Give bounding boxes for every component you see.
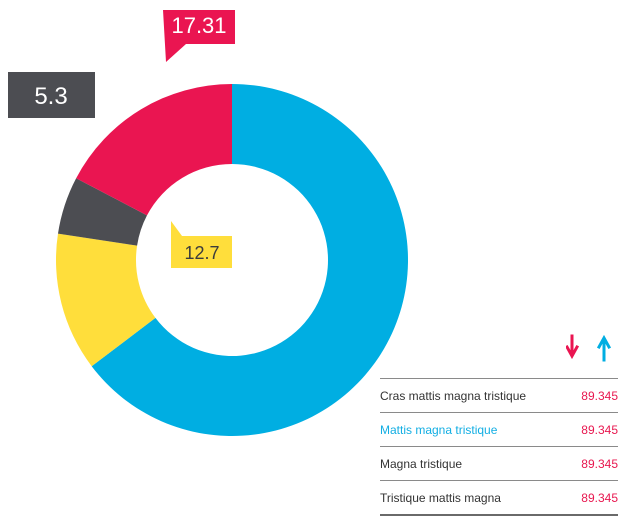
table-row: Cras mattis magna tristique 89.345 bbox=[380, 379, 618, 413]
row-label: Cras mattis magna tristique bbox=[380, 388, 527, 403]
donut-slice-0 bbox=[91, 84, 408, 437]
callout-12-7-box bbox=[171, 221, 232, 268]
row-value: 89.345 bbox=[581, 490, 618, 505]
arrow-down-icon bbox=[566, 334, 580, 360]
callout-12-7-label: 12.7 bbox=[184, 243, 219, 263]
callout-5-3-label: 5.3 bbox=[34, 83, 67, 110]
donut-slice-3 bbox=[76, 84, 232, 216]
row-value: 89.345 bbox=[581, 388, 618, 403]
row-label: Magna tristique bbox=[380, 456, 463, 471]
row-label: Tristique mattis magna bbox=[380, 490, 501, 505]
callout-12-7: 12.7 bbox=[171, 221, 232, 268]
row-value: 89.345 bbox=[581, 422, 618, 437]
callout-17-31-label: 17.31 bbox=[171, 13, 226, 38]
donut-slice-1 bbox=[55, 233, 156, 367]
table-row: Mattis magna tristique 89.345 bbox=[380, 413, 618, 447]
callout-17-31-box bbox=[163, 10, 235, 62]
row-value: 89.345 bbox=[581, 456, 618, 471]
legend-table: Cras mattis magna tristique 89.345 Matti… bbox=[380, 378, 618, 516]
callout-5-3: 5.3 bbox=[8, 72, 95, 136]
callout-17-31: 17.31 bbox=[163, 10, 235, 62]
callout-5-3-box bbox=[8, 72, 95, 136]
table-row: Tristique mattis magna 89.345 bbox=[380, 481, 618, 516]
donut-slice-2 bbox=[57, 178, 147, 246]
row-label: Mattis magna tristique bbox=[380, 422, 498, 437]
trend-arrows bbox=[566, 334, 612, 362]
table-row: Magna tristique 89.345 bbox=[380, 447, 618, 481]
arrow-up-icon bbox=[596, 334, 612, 362]
